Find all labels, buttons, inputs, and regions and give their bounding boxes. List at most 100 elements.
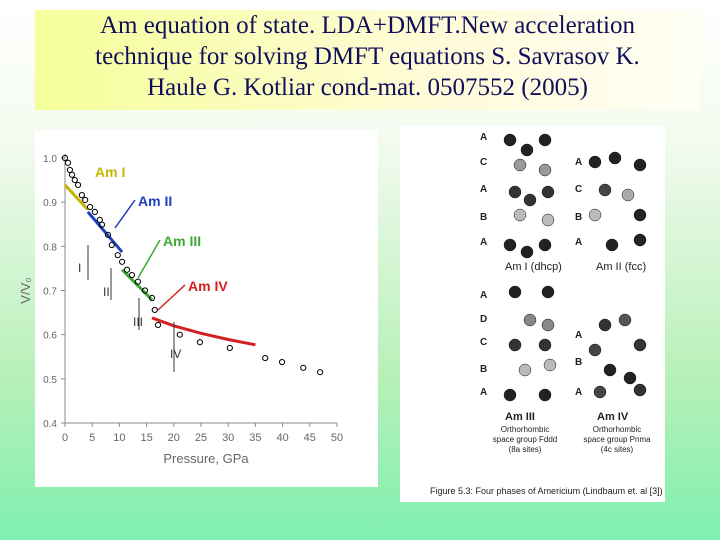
atom	[508, 338, 522, 352]
figure-label: B	[575, 212, 582, 223]
atom	[503, 133, 517, 147]
atom	[633, 233, 647, 247]
atom	[523, 193, 537, 207]
data-point	[68, 171, 76, 178]
figure-label: D	[480, 314, 487, 325]
atom	[513, 158, 527, 172]
figure-label: Am IV	[597, 411, 629, 423]
figure-label: C	[480, 337, 487, 348]
figure-label: B	[480, 212, 487, 223]
figure-label: A	[480, 237, 487, 248]
atom	[588, 208, 602, 222]
data-point	[61, 154, 69, 162]
data-point	[82, 196, 89, 204]
y-tick-label: 0.8	[43, 242, 57, 253]
atom	[588, 343, 602, 357]
atom	[541, 285, 555, 299]
figure-label: A	[575, 157, 582, 168]
atom	[538, 388, 552, 402]
data-point	[278, 358, 286, 366]
data-point	[71, 176, 78, 184]
atom	[538, 133, 552, 147]
data-point	[74, 181, 82, 189]
x-tick-label: 30	[222, 432, 234, 444]
figure-label: Orthorhombic	[501, 425, 549, 434]
figure-label: A	[480, 387, 487, 398]
figure-label: Orthorhombic	[593, 425, 641, 434]
figure-label: C	[480, 157, 487, 168]
line-series	[63, 183, 89, 211]
y-tick-label: 0.5	[43, 375, 57, 386]
figure-label: Am I (dhcp)	[505, 261, 562, 273]
data-point	[86, 203, 94, 211]
y-tick-label: 0.7	[43, 287, 57, 298]
data-point	[91, 208, 99, 215]
figure-label: A	[575, 387, 582, 398]
data-point	[300, 364, 307, 371]
title-line: Am equation of state. LDA+DMFT.New accel…	[100, 12, 635, 39]
x-tick-label: 10	[113, 432, 125, 444]
figure-label: Am II (fcc)	[596, 261, 646, 273]
atom	[503, 388, 517, 402]
figure-label: (8a sites)	[509, 445, 542, 454]
data-point	[148, 294, 156, 302]
data-point	[123, 266, 131, 273]
atom	[633, 208, 647, 222]
data-point	[151, 306, 158, 314]
data-point	[78, 192, 85, 199]
data-point	[104, 231, 112, 238]
x-tick-label: 20	[168, 432, 180, 444]
atom	[541, 213, 555, 227]
atom	[538, 163, 552, 177]
figure-label: space group Pnma	[583, 435, 651, 444]
phase-label: IV	[170, 347, 181, 361]
arrow	[137, 239, 161, 279]
x-tick-label: 15	[140, 432, 152, 444]
atom	[541, 318, 555, 332]
figure-label: B	[480, 364, 487, 375]
data-point	[262, 354, 269, 362]
chart-panel	[35, 130, 378, 487]
atom	[520, 143, 534, 157]
x-tick-label: 45	[304, 432, 316, 444]
figure-label: (4c sites)	[601, 445, 634, 454]
data-point	[226, 344, 233, 352]
x-tick-label: 50	[331, 432, 343, 444]
phase-label: III	[133, 315, 143, 329]
data-point	[196, 339, 204, 346]
figure-panel	[400, 125, 665, 502]
arrow	[157, 284, 186, 311]
atom	[588, 155, 602, 169]
slide-title: Am equation of state. LDA+DMFT.New accel…	[35, 10, 700, 110]
line-series	[151, 316, 256, 347]
atom	[538, 238, 552, 252]
data-point	[66, 166, 73, 174]
series-label: Am II	[138, 193, 172, 209]
figure-label: A	[480, 184, 487, 195]
data-point	[141, 287, 149, 294]
line-series	[121, 268, 154, 301]
atom	[605, 238, 619, 252]
y-tick-label: 1.0	[43, 154, 57, 165]
atom	[618, 313, 632, 327]
x-axis-label: Pressure, GPa	[163, 451, 249, 466]
figure-label: A	[480, 290, 487, 301]
phase-label: I	[78, 261, 81, 275]
y-tick-label: 0.4	[43, 419, 57, 430]
series-label: Am IV	[188, 278, 228, 294]
y-axis-label: V/V₀	[18, 277, 33, 303]
figure-label: C	[575, 184, 582, 195]
data-point	[64, 159, 72, 166]
data-point	[134, 278, 141, 285]
atom	[503, 238, 517, 252]
x-tick-label: 5	[89, 432, 95, 444]
title-line: Haule G. Kotliar cond-mat. 0507552 (2005…	[147, 74, 588, 101]
data-point	[96, 216, 103, 223]
data-point	[317, 369, 324, 376]
data-point	[98, 221, 106, 228]
atom	[598, 318, 612, 332]
series-label: Am I	[95, 164, 125, 180]
x-tick-label: 35	[249, 432, 261, 444]
y-tick-label: 0.9	[43, 198, 57, 209]
